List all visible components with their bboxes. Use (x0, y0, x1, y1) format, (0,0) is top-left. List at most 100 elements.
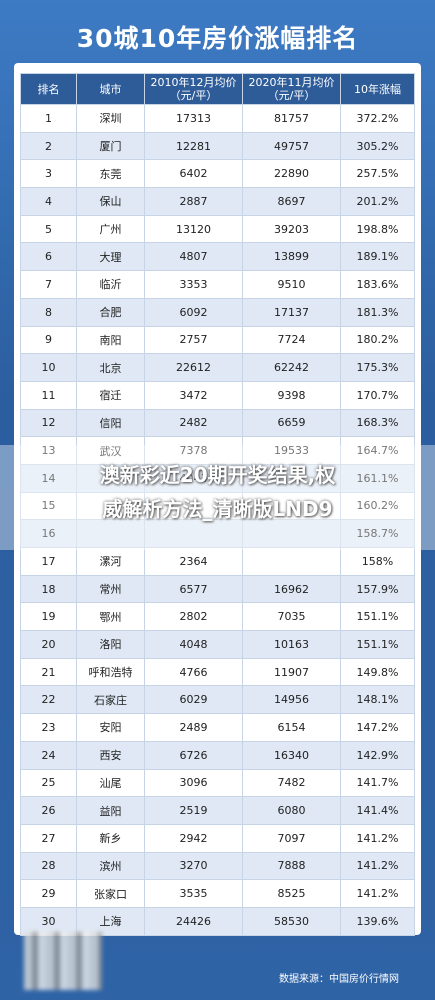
cell-growth: 147.2% (340, 713, 415, 742)
cell-city: 厦门 (76, 131, 145, 161)
cell-price-2010: 4048 (144, 630, 243, 659)
cell-rank: 9 (20, 325, 77, 355)
table-row: 13 武汉 7378 19533 164.7% (20, 436, 415, 465)
cell-rank: 24 (20, 740, 77, 770)
cell-growth: 201.2% (340, 187, 415, 216)
cell-rank: 28 (20, 851, 77, 881)
cell-price-2020: 9398 (242, 380, 341, 410)
table-row: 10 北京 22612 62242 175.3% (20, 353, 415, 382)
header-price-2010: 2010年12月均价 （元/平） (144, 73, 243, 105)
cell-price-2020 (242, 547, 341, 576)
table-row: 26 益阳 2519 6080 141.4% (20, 796, 415, 825)
cell-rank: 2 (20, 131, 77, 161)
cell-price-2020: 62242 (242, 353, 341, 382)
cell-price-2020: 6080 (242, 796, 341, 825)
watermark-line-2: 威解析方法_清晰版LND9 (102, 497, 333, 521)
cell-price-2010: 2887 (144, 187, 243, 216)
table-row: 18 常州 6577 16962 157.9% (20, 574, 415, 604)
cell-price-2020: 6659 (242, 408, 341, 438)
cell-rank: 4 (20, 187, 77, 216)
table-row: 14 4043 161.1% (20, 463, 415, 493)
table-body: 1 深圳 17313 81757 372.2% 2 厦门 12281 49757 305.2% 3 东… (20, 104, 415, 936)
cell-price-2010: 6726 (144, 740, 243, 770)
cell-city (76, 463, 145, 493)
cell-rank: 22 (20, 685, 77, 715)
cell-growth: 142.9% (340, 740, 415, 770)
cell-price-2020: 17137 (242, 297, 341, 327)
cell-growth: 151.1% (340, 630, 415, 659)
cell-price-2020: 16340 (242, 740, 341, 770)
qr-code-icon (24, 932, 102, 990)
cell-city: 汕尾 (76, 768, 145, 798)
cell-price-2020: 14956 (242, 685, 341, 715)
cell-rank: 19 (20, 602, 77, 632)
cell-rank: 27 (20, 823, 77, 853)
cell-price-2020: 22890 (242, 159, 341, 189)
footer: 数据来源：中国房价行情网 (14, 930, 421, 990)
cell-price-2010: 4043 (144, 463, 243, 493)
cell-price-2020: 7097 (242, 823, 341, 853)
header-growth: 10年涨幅 (340, 73, 415, 105)
cell-price-2010: 24426 (144, 906, 243, 936)
cell-rank: 11 (20, 380, 77, 410)
cell-price-2010: 12281 (144, 131, 243, 161)
cell-growth: 180.2% (340, 325, 415, 355)
cell-price-2010: 2519 (144, 796, 243, 825)
watermark-text: 澳新彩近20期开奖结果,权 威解析方法_清晰版LND9 (0, 458, 435, 526)
cell-city: 漯河 (76, 547, 145, 576)
cell-city: 滨州 (76, 851, 145, 881)
cell-city: 广州 (76, 214, 145, 244)
cell-price-2020: 81757 (242, 104, 341, 133)
cell-price-2010: 4766 (144, 657, 243, 687)
cell-rank: 30 (20, 906, 77, 936)
table-row: 17 漯河 2364 158% (20, 547, 415, 576)
cell-rank: 25 (20, 768, 77, 798)
cell-price-2020: 39203 (242, 214, 341, 244)
cell-rank: 8 (20, 297, 77, 327)
cell-price-2010: 2942 (144, 823, 243, 853)
cell-rank: 10 (20, 353, 77, 382)
cell-city: 呼和浩特 (76, 657, 145, 687)
table-row: 25 汕尾 3096 7482 141.7% (20, 768, 415, 798)
cell-growth: 158% (340, 547, 415, 576)
cell-city: 张家口 (76, 879, 145, 908)
cell-price-2010: 6577 (144, 574, 243, 604)
cell-price-2010: 2482 (144, 408, 243, 438)
table-row: 4 保山 2887 8697 201.2% (20, 187, 415, 216)
cell-price-2010: 2364 (144, 547, 243, 576)
cell-city: 宿迁 (76, 380, 145, 410)
cell-growth: 305.2% (340, 131, 415, 161)
cell-price-2010: 13120 (144, 214, 243, 244)
cell-rank: 23 (20, 713, 77, 742)
cell-price-2010: 22612 (144, 353, 243, 382)
ranking-table: 排名 城市 2010年12月均价 （元/平） 2020年11月均价 （元/平） 10… (20, 73, 415, 936)
table-row: 3 东莞 6402 22890 257.5% (20, 159, 415, 189)
cell-growth: 168.3% (340, 408, 415, 438)
cell-city: 新乡 (76, 823, 145, 853)
cell-rank: 6 (20, 242, 77, 272)
cell-price-2020: 7482 (242, 768, 341, 798)
cell-rank: 12 (20, 408, 77, 438)
cell-growth: 257.5% (340, 159, 415, 189)
cell-price-2020: 6154 (242, 713, 341, 742)
cell-growth: 151.1% (340, 602, 415, 632)
cell-price-2010: 3270 (144, 851, 243, 881)
cell-price-2020: 7724 (242, 325, 341, 355)
cell-growth: 157.9% (340, 574, 415, 604)
table-row: 9 南阳 2757 7724 180.2% (20, 325, 415, 355)
cell-price-2020: 49757 (242, 131, 341, 161)
cell-rank: 7 (20, 270, 77, 299)
cell-price-2020: 7035 (242, 602, 341, 632)
table-row: 5 广州 13120 39203 198.8% (20, 214, 415, 244)
cell-growth: 141.2% (340, 823, 415, 853)
cell-rank: 18 (20, 574, 77, 604)
cell-price-2010: 6092 (144, 297, 243, 327)
cell-growth: 170.7% (340, 380, 415, 410)
cell-growth: 198.8% (340, 214, 415, 244)
cell-growth: 175.3% (340, 353, 415, 382)
cell-city: 保山 (76, 187, 145, 216)
header-rank: 排名 (20, 73, 77, 105)
table-row: 23 安阳 2489 6154 147.2% (20, 713, 415, 742)
cell-price-2020 (242, 491, 341, 521)
cell-rank: 20 (20, 630, 77, 659)
